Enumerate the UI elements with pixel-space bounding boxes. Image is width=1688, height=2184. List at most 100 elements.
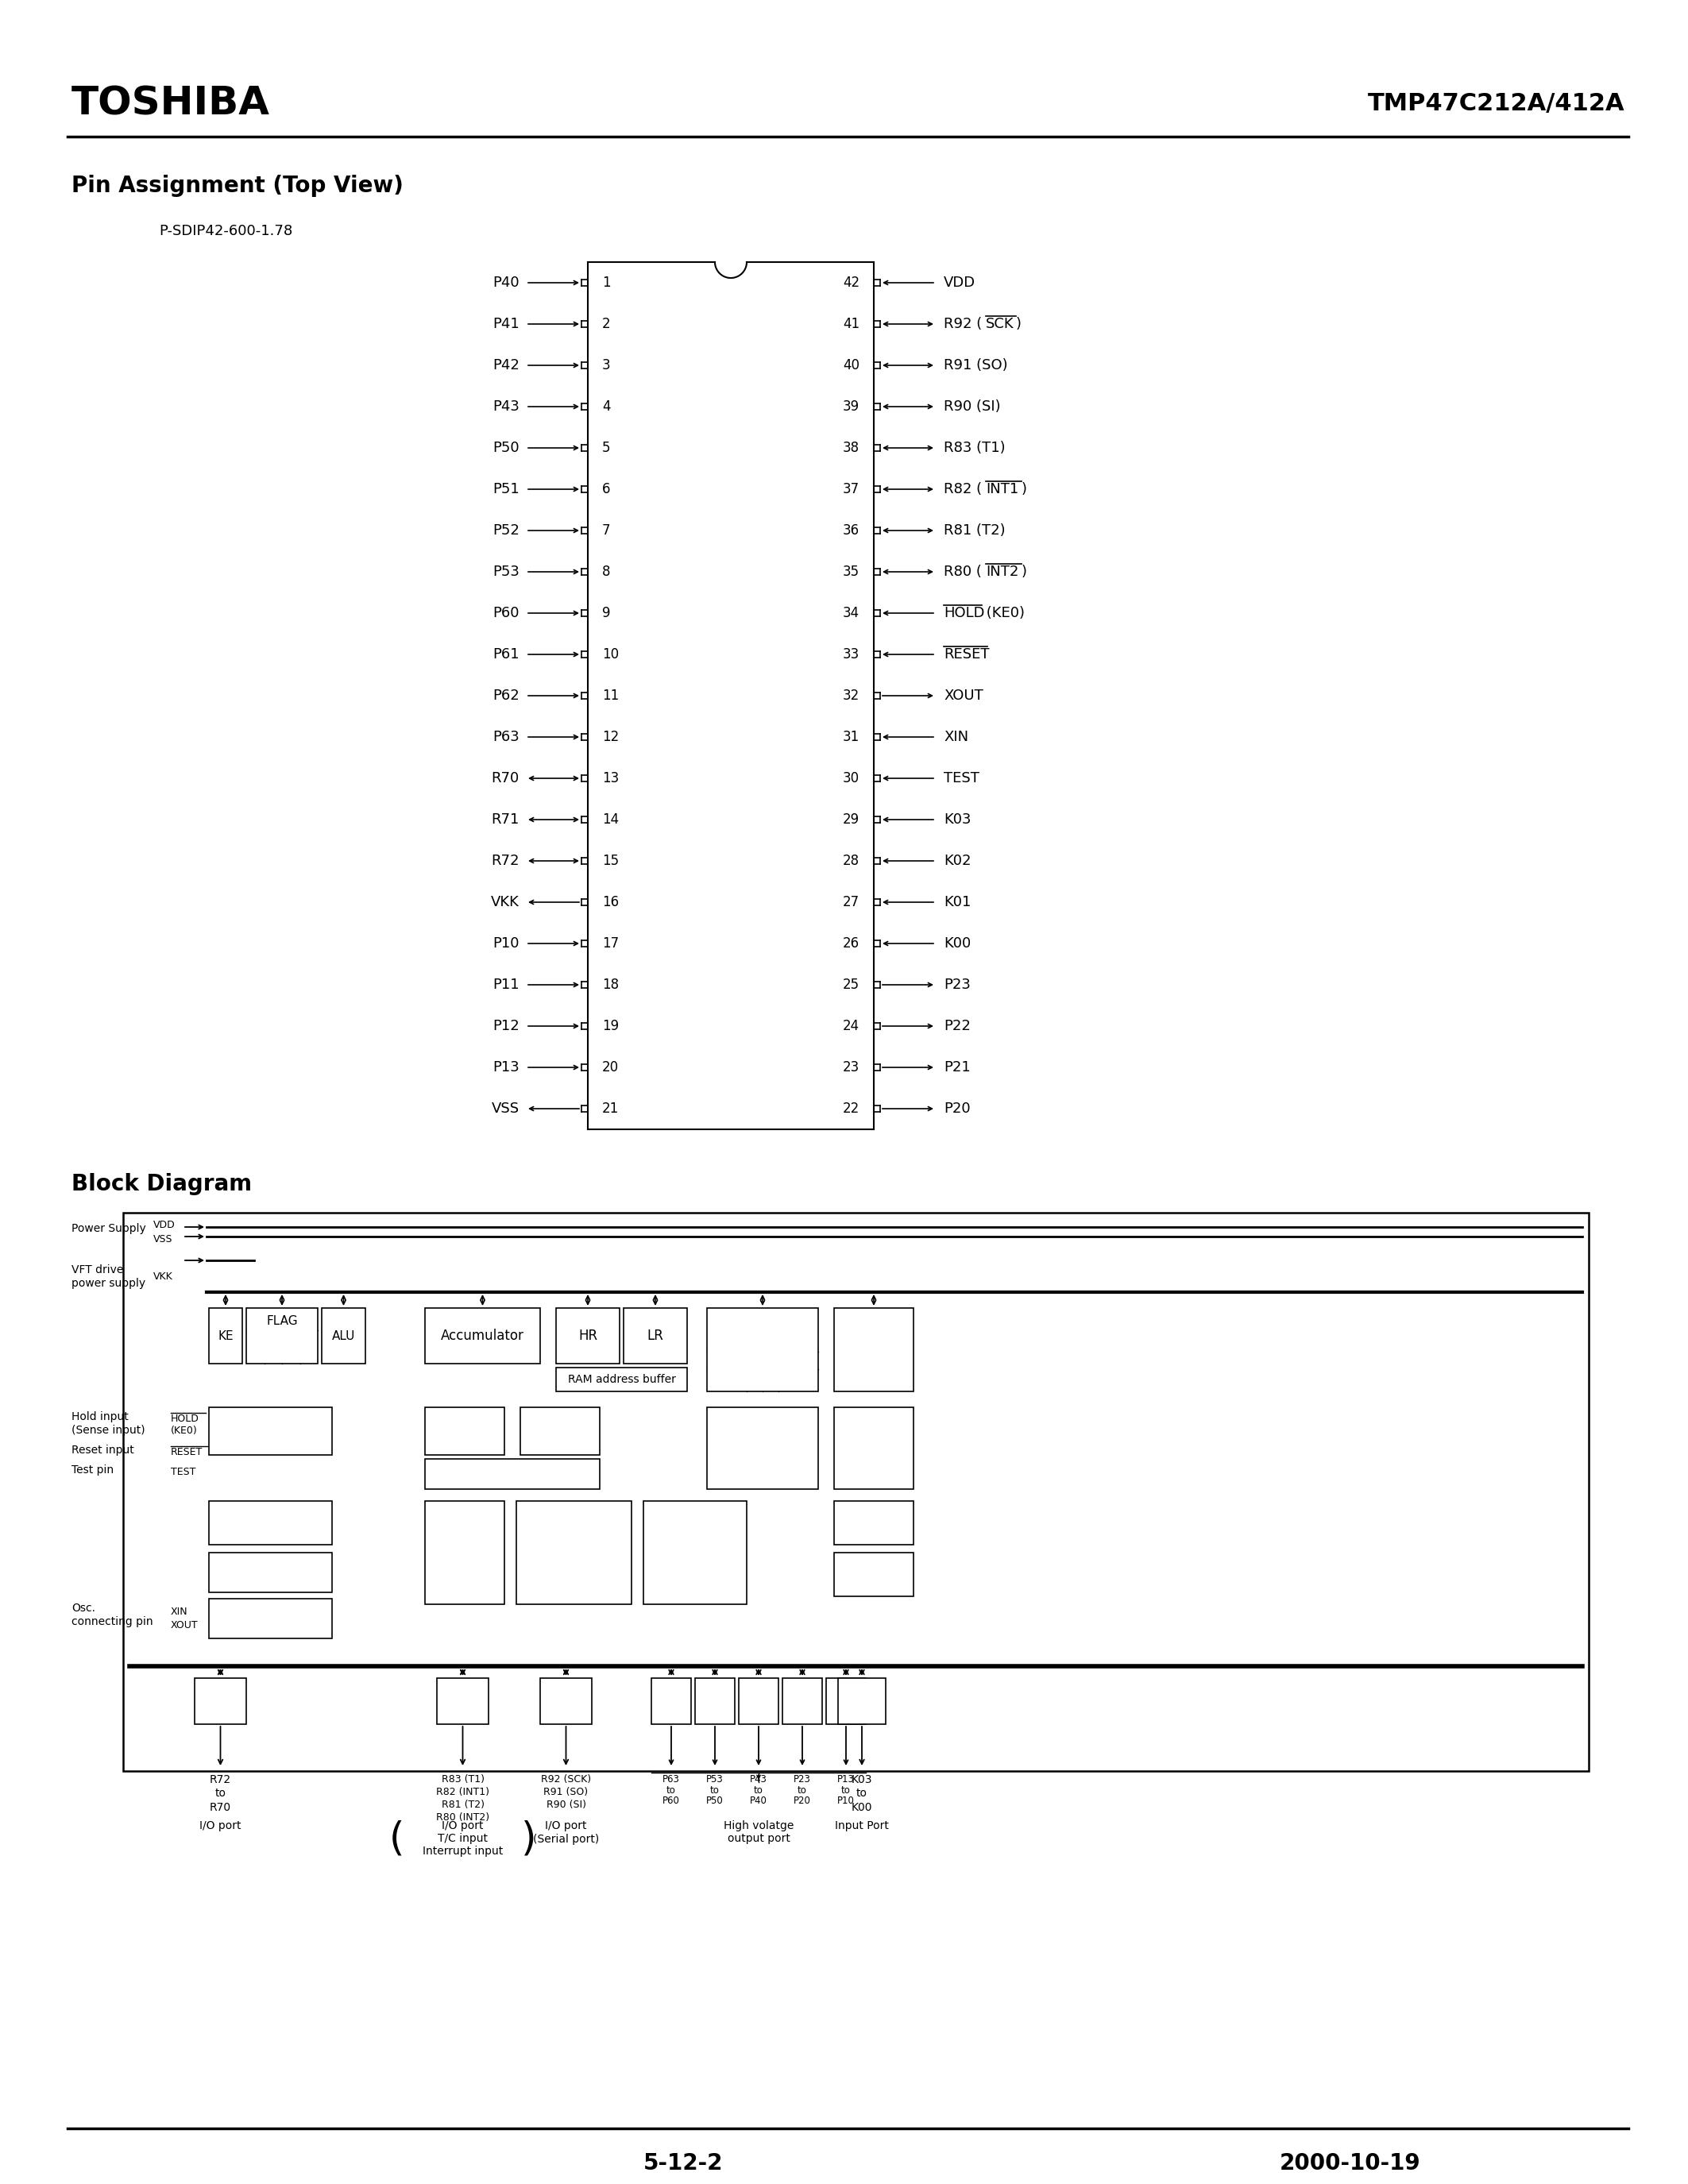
Text: HOLD: HOLD bbox=[170, 1413, 199, 1424]
Text: 11: 11 bbox=[603, 688, 619, 703]
Text: 14: 14 bbox=[603, 812, 619, 828]
Text: (2ch): (2ch) bbox=[559, 1572, 589, 1583]
Text: P22: P22 bbox=[944, 1020, 971, 1033]
Text: 41: 41 bbox=[842, 317, 859, 332]
Text: to: to bbox=[798, 1784, 807, 1795]
Text: P50: P50 bbox=[493, 441, 520, 454]
Text: (Sense input): (Sense input) bbox=[71, 1424, 145, 1435]
Bar bbox=[643, 1500, 746, 1605]
Text: R90 (SI): R90 (SI) bbox=[944, 400, 1001, 413]
Text: HR: HR bbox=[579, 1328, 598, 1343]
Text: High volatge: High volatge bbox=[724, 1819, 793, 1832]
Text: 12: 12 bbox=[603, 729, 619, 745]
Text: FLAG: FLAG bbox=[267, 1315, 297, 1326]
Text: RAM address buffer: RAM address buffer bbox=[567, 1374, 675, 1385]
Text: 2: 2 bbox=[603, 317, 611, 332]
Text: P21: P21 bbox=[944, 1059, 971, 1075]
Text: K02: K02 bbox=[944, 854, 971, 867]
Text: R92 (: R92 ( bbox=[944, 317, 982, 332]
Text: SCK: SCK bbox=[986, 317, 1014, 332]
Text: R92 (SCK)
R91 (SO)
R90 (SI): R92 (SCK) R91 (SO) R90 (SI) bbox=[540, 1773, 591, 1811]
Text: (: ( bbox=[390, 1819, 405, 1859]
Text: 30: 30 bbox=[842, 771, 859, 786]
Text: 40: 40 bbox=[842, 358, 859, 373]
Text: HOLD: HOLD bbox=[944, 605, 984, 620]
Text: Pin Assignment (Top View): Pin Assignment (Top View) bbox=[71, 175, 403, 197]
Bar bbox=[425, 1308, 540, 1363]
Bar bbox=[707, 1308, 819, 1391]
Bar bbox=[437, 1677, 488, 1723]
Text: 15: 15 bbox=[603, 854, 619, 867]
Text: 34: 34 bbox=[842, 605, 859, 620]
Text: Z: Z bbox=[270, 1341, 277, 1352]
Bar bbox=[517, 1500, 631, 1605]
Bar bbox=[246, 1308, 317, 1363]
Text: power supply: power supply bbox=[71, 1278, 145, 1289]
Text: TEST: TEST bbox=[944, 771, 979, 786]
Text: P1: P1 bbox=[837, 1695, 854, 1708]
Bar bbox=[652, 1677, 690, 1723]
Text: EIF: EIF bbox=[549, 1424, 571, 1439]
Text: I/O port: I/O port bbox=[199, 1819, 241, 1832]
Text: R9: R9 bbox=[557, 1695, 576, 1708]
Bar bbox=[783, 1677, 822, 1723]
Text: Interrupt controller: Interrupt controller bbox=[454, 1468, 571, 1481]
Text: K0: K0 bbox=[852, 1695, 871, 1708]
Text: R81 (T2): R81 (T2) bbox=[944, 524, 1006, 537]
Text: P40: P40 bbox=[749, 1795, 768, 1806]
Text: to: to bbox=[755, 1784, 763, 1795]
Text: 10: 10 bbox=[603, 646, 619, 662]
Bar bbox=[123, 1212, 1588, 1771]
Text: 4-bit: 4-bit bbox=[682, 1535, 709, 1546]
Text: P23: P23 bbox=[793, 1773, 810, 1784]
Text: K00: K00 bbox=[944, 937, 971, 950]
Bar bbox=[520, 1406, 599, 1455]
Text: RESET: RESET bbox=[170, 1448, 203, 1457]
Text: T/C input: T/C input bbox=[437, 1832, 488, 1843]
Text: VKK: VKK bbox=[491, 895, 520, 909]
Text: 18: 18 bbox=[603, 978, 619, 992]
Text: P42: P42 bbox=[493, 358, 520, 373]
Text: R82 (: R82 ( bbox=[944, 483, 982, 496]
Text: 13: 13 bbox=[603, 771, 619, 786]
Text: 21: 21 bbox=[603, 1101, 619, 1116]
Text: R91 (SO): R91 (SO) bbox=[944, 358, 1008, 373]
Text: TC1: TC1 bbox=[719, 1372, 736, 1380]
Text: TMP47C212A/412A: TMP47C212A/412A bbox=[1367, 92, 1624, 116]
Text: 38: 38 bbox=[842, 441, 859, 454]
Bar bbox=[555, 1308, 619, 1363]
Text: 7: 7 bbox=[603, 524, 611, 537]
Text: 35: 35 bbox=[842, 566, 859, 579]
Text: 29: 29 bbox=[842, 812, 859, 828]
Text: P20: P20 bbox=[793, 1795, 810, 1806]
Text: K01: K01 bbox=[944, 895, 971, 909]
Text: to: to bbox=[841, 1784, 851, 1795]
Text: XOUT: XOUT bbox=[170, 1621, 197, 1631]
Text: Interval: Interval bbox=[442, 1540, 488, 1553]
Text: P20: P20 bbox=[944, 1101, 971, 1116]
Text: Input Port: Input Port bbox=[836, 1819, 890, 1832]
Bar bbox=[209, 1308, 243, 1363]
Text: R71: R71 bbox=[491, 812, 520, 828]
Text: 33: 33 bbox=[842, 646, 859, 662]
Bar bbox=[209, 1599, 333, 1638]
Text: K03: K03 bbox=[944, 812, 971, 828]
Text: P51: P51 bbox=[493, 483, 520, 496]
Text: IR: IR bbox=[866, 1516, 881, 1531]
Text: Block Diagram: Block Diagram bbox=[71, 1173, 252, 1195]
Bar bbox=[425, 1500, 505, 1605]
Text: P41: P41 bbox=[493, 317, 520, 332]
Text: SPW: SPW bbox=[776, 1356, 797, 1363]
Text: (ROM): (ROM) bbox=[854, 1459, 893, 1470]
Text: P13: P13 bbox=[837, 1773, 854, 1784]
Text: 27: 27 bbox=[842, 895, 859, 909]
Text: HOLD controller: HOLD controller bbox=[223, 1426, 319, 1437]
Bar bbox=[194, 1677, 246, 1723]
Text: C: C bbox=[252, 1341, 258, 1352]
Text: R8: R8 bbox=[452, 1695, 473, 1708]
Text: Serial Interface: Serial Interface bbox=[648, 1559, 741, 1570]
Text: Timer: Timer bbox=[447, 1553, 483, 1566]
Text: Power Supply: Power Supply bbox=[71, 1223, 145, 1234]
Text: P53: P53 bbox=[706, 1773, 724, 1784]
Text: 25: 25 bbox=[842, 978, 859, 992]
